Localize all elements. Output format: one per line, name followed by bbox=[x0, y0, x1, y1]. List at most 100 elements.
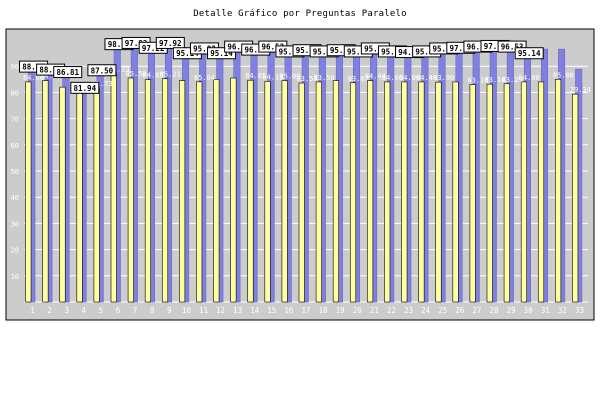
x-tick-label: 27 bbox=[472, 306, 481, 315]
x-tick-label: 33 bbox=[575, 306, 584, 315]
bar-series-2 bbox=[332, 80, 339, 303]
data-label-series-2: 84.00 bbox=[382, 74, 403, 82]
data-label-series-2: 84.06 bbox=[40, 73, 61, 81]
data-label-series-2: 81.73 bbox=[91, 80, 112, 88]
data-label-box bbox=[87, 64, 117, 77]
data-label-series-1: 86.81 bbox=[56, 68, 79, 77]
data-label-series-1: 97.92 bbox=[125, 39, 148, 48]
bar-series-2 bbox=[247, 79, 254, 303]
bar-series-2 bbox=[452, 81, 459, 303]
bar-series-2 bbox=[298, 82, 305, 303]
x-tick-label: 20 bbox=[353, 306, 363, 315]
data-label-series-1: 87.50 bbox=[91, 66, 114, 75]
data-label-series-1: 95.14 bbox=[296, 46, 319, 55]
data-label-series-2: 85.04 bbox=[194, 74, 215, 82]
data-label-series-1: 95.83 bbox=[193, 44, 216, 53]
x-tick-label: 23 bbox=[404, 306, 413, 315]
data-label-series-1: 95.83 bbox=[347, 47, 370, 56]
data-label-series-1: 95.83 bbox=[415, 47, 438, 56]
bar-series-2 bbox=[213, 79, 220, 303]
data-label-box bbox=[155, 36, 185, 49]
x-tick-label: 15 bbox=[267, 306, 276, 315]
data-label-box bbox=[207, 47, 237, 60]
bar-series-2 bbox=[537, 81, 545, 303]
x-tick-label: 17 bbox=[301, 306, 310, 315]
data-label-series-2: 83.14 bbox=[484, 76, 505, 84]
data-label-box bbox=[53, 66, 83, 79]
x-tick-label: 13 bbox=[233, 306, 242, 315]
data-label-series-2: 84.00 bbox=[519, 74, 540, 82]
data-label-series-1: 81.94 bbox=[74, 84, 97, 93]
y-tick-label: 10 bbox=[11, 273, 19, 281]
bar-series-2 bbox=[486, 83, 493, 303]
data-label-series-1: 95.83 bbox=[313, 47, 336, 56]
data-label-series-1: 96.53 bbox=[467, 43, 490, 52]
bar-series-2 bbox=[401, 81, 408, 303]
x-tick-label: 6 bbox=[116, 306, 121, 315]
data-label-series-2: 84.44 bbox=[365, 73, 386, 81]
data-label-series-1: 96.53 bbox=[227, 43, 250, 52]
data-label-series-1: 97.92 bbox=[159, 39, 182, 48]
bar-series-2 bbox=[196, 81, 203, 303]
bar-series-2 bbox=[25, 81, 32, 303]
data-label-series-1: 95.83 bbox=[279, 47, 302, 56]
data-label-series-2: 83.67 bbox=[348, 75, 369, 83]
data-label-series-1: 88.89 bbox=[39, 66, 62, 75]
data-label-series-2: 85.21 bbox=[160, 71, 181, 79]
x-tick-label: 28 bbox=[489, 306, 499, 315]
data-label-series-1: 96.53 bbox=[244, 46, 267, 55]
x-tick-label: 19 bbox=[336, 306, 345, 315]
chart-title: Detalle Gráfico por Preguntas Paralelo bbox=[193, 9, 407, 19]
bar-series-2 bbox=[161, 78, 169, 303]
bar-series-2 bbox=[384, 81, 391, 303]
y-tick-label: 30 bbox=[11, 220, 19, 228]
x-tick-label: 24 bbox=[421, 306, 431, 315]
data-label-series-1: 95.14 bbox=[518, 49, 541, 58]
data-label-series-1: 98.61 bbox=[108, 40, 131, 49]
bar-series-2 bbox=[503, 83, 510, 303]
data-label-series-1: 95.14 bbox=[176, 49, 199, 58]
data-label-series-1: 95.14 bbox=[330, 46, 353, 55]
x-tick-label: 21 bbox=[370, 306, 379, 315]
data-label-series-2: 87.23 bbox=[108, 65, 129, 73]
x-tick-label: 9 bbox=[167, 306, 172, 315]
bar-series-2 bbox=[76, 90, 83, 303]
data-label-series-2: 84.40 bbox=[416, 74, 437, 82]
x-tick-label: 32 bbox=[558, 306, 567, 315]
x-tick-label: 16 bbox=[284, 306, 294, 315]
y-tick-label: 70 bbox=[11, 116, 19, 124]
data-label-series-2: 84.65 bbox=[245, 72, 266, 80]
data-label-series-2: 85.00 bbox=[553, 71, 574, 79]
bar-series-2 bbox=[555, 79, 562, 303]
x-tick-label: 7 bbox=[133, 306, 138, 315]
x-tick-label: 10 bbox=[182, 306, 192, 315]
data-label-series-1: 94.44 bbox=[398, 48, 421, 57]
bar-series-2 bbox=[520, 81, 527, 303]
x-tick-label: 4 bbox=[82, 306, 87, 315]
bar-series-2 bbox=[418, 81, 425, 303]
x-tick-label: 31 bbox=[541, 306, 550, 315]
bar-series-2 bbox=[179, 80, 186, 303]
bar-series-2 bbox=[315, 81, 322, 303]
data-label-box bbox=[70, 81, 100, 94]
data-label-series-1: 97.22 bbox=[450, 44, 473, 53]
x-tick-label: 3 bbox=[64, 306, 69, 315]
bar-series-2 bbox=[264, 81, 271, 303]
bar-series-2 bbox=[59, 86, 66, 303]
x-tick-label: 11 bbox=[199, 306, 208, 315]
bar-series-2 bbox=[281, 80, 288, 303]
bar-series-2 bbox=[127, 77, 134, 303]
y-tick-label: 90 bbox=[11, 63, 19, 71]
y-tick-label: 20 bbox=[11, 247, 19, 255]
y-tick-label: 50 bbox=[11, 168, 19, 176]
bar-series-2 bbox=[367, 80, 374, 303]
x-tick-label: 14 bbox=[250, 306, 260, 315]
x-tick-label: 2 bbox=[47, 306, 52, 315]
data-label-series-1: 96.53 bbox=[262, 43, 285, 52]
data-label-series-2: 83.29 bbox=[502, 76, 523, 84]
data-label-box bbox=[497, 40, 527, 53]
bar-series-2 bbox=[572, 93, 579, 303]
y-tick-label: 60 bbox=[11, 142, 19, 150]
data-label-series-1: 97.22 bbox=[142, 44, 165, 53]
